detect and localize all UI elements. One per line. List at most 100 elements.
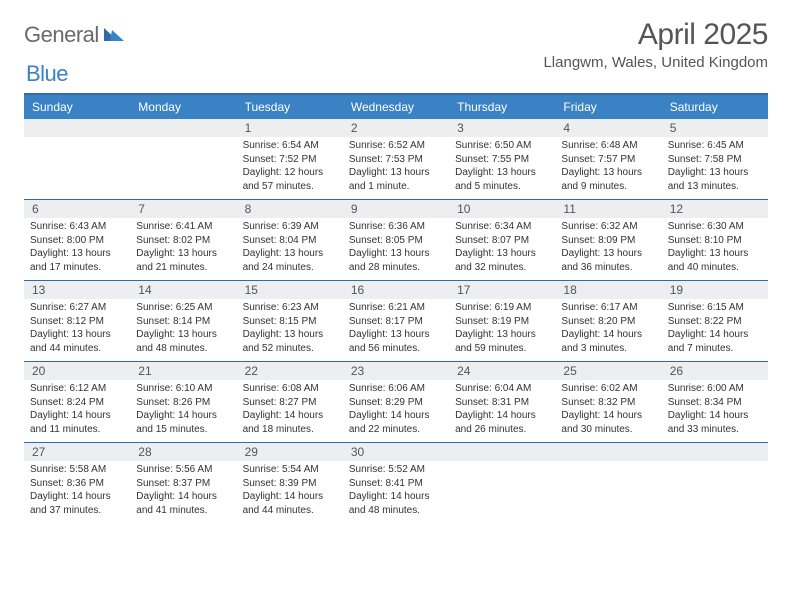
sunset-line: Sunset: 8:15 PM [243,315,337,329]
day-cell: . [130,119,236,199]
sunrise-line: Sunrise: 6:17 AM [561,301,655,315]
day-number-strip: 1 [237,119,343,137]
day-number-strip: 9 [343,200,449,218]
day-number-strip: 12 [662,200,768,218]
day-body: Sunrise: 6:08 AMSunset: 8:27 PMDaylight:… [241,382,339,436]
day-cell: . [24,119,130,199]
daylight-line: Daylight: 14 hours and 33 minutes. [668,409,762,436]
day-number: 11 [563,202,653,216]
day-number: 4 [563,121,653,135]
sunset-line: Sunset: 8:05 PM [349,234,443,248]
day-cell: 24Sunrise: 6:04 AMSunset: 8:31 PMDayligh… [449,362,555,442]
day-body: Sunrise: 6:27 AMSunset: 8:12 PMDaylight:… [28,301,126,355]
day-cell: 10Sunrise: 6:34 AMSunset: 8:07 PMDayligh… [449,200,555,280]
day-number-strip: . [130,119,236,137]
calendar-page: General April 2025 Llangwm, Wales, Unite… [0,0,792,533]
day-cell: . [555,443,661,523]
day-body: Sunrise: 5:56 AMSunset: 8:37 PMDaylight:… [134,463,232,517]
day-number: 9 [351,202,441,216]
daylight-line: Daylight: 14 hours and 22 minutes. [349,409,443,436]
day-number: 29 [245,445,335,459]
day-cell: 2Sunrise: 6:52 AMSunset: 7:53 PMDaylight… [343,119,449,199]
sunrise-line: Sunrise: 6:04 AM [455,382,549,396]
day-number-strip: 30 [343,443,449,461]
sunset-line: Sunset: 8:10 PM [668,234,762,248]
week-row: 20 Sunrise: 6:12 AMSunset: 8:24 PM Dayligh… [24,361,768,442]
day-body: Sunrise: 6:36 AMSunset: 8:05 PMDaylight:… [347,220,445,274]
day-number-strip: 11 [555,200,661,218]
day-body: Sunrise: 6:48 AMSunset: 7:57 PMDaylight:… [559,139,657,193]
sunrise-line: Sunrise: 6:54 AM [243,139,337,153]
day-number-strip: 5 [662,119,768,137]
day-number-strip: 18 [555,281,661,299]
day-cell: 5 Sunrise: 6:45 AMSunset: 7:58 PMDaylight… [662,119,768,199]
day-cell: 6Sunrise: 6:43 AMSunset: 8:00 PMDaylight… [24,200,130,280]
day-number-strip: 14 [130,281,236,299]
day-body: Sunrise: 6:10 AMSunset: 8:26 PMDaylight:… [134,382,232,436]
weekday-header: Wednesday [343,95,449,119]
day-number: 16 [351,283,441,297]
day-body: Sunrise: 6:32 AMSunset: 8:09 PMDaylight:… [559,220,657,274]
day-number-strip: 13 [24,281,130,299]
sunrise-line: Sunrise: 6:02 AM [561,382,655,396]
title-block: April 2025 Llangwm, Wales, United Kingdo… [543,18,768,71]
sunset-line: Sunset: 7:53 PM [349,153,443,167]
day-number-strip: 20 [24,362,130,380]
day-number: 25 [563,364,653,378]
day-number: 7 [138,202,228,216]
sunrise-line: Sunrise: 6:25 AM [136,301,230,315]
day-number-strip: 25 [555,362,661,380]
daylight-line: Daylight: 14 hours and 7 minutes. [668,328,762,355]
sunrise-line: Sunrise: 6:08 AM [243,382,337,396]
sunset-line: Sunset: 8:22 PM [668,315,762,329]
day-cell: 27Sunrise: 5:58 AMSunset: 8:36 PMDayligh… [24,443,130,523]
day-cell: 23Sunrise: 6:06 AMSunset: 8:29 PMDayligh… [343,362,449,442]
day-number: 15 [245,283,335,297]
sunset-line: Sunset: 8:19 PM [455,315,549,329]
daylight-line: Daylight: 13 hours and 17 minutes. [30,247,124,274]
daylight-line: Daylight: 14 hours and 41 minutes. [136,490,230,517]
day-number-strip: 19 [662,281,768,299]
day-body: Sunrise: 6:15 AMSunset: 8:22 PMDaylight:… [666,301,764,355]
day-number-strip: 17 [449,281,555,299]
day-number-strip: 28 [130,443,236,461]
day-cell: 1Sunrise: 6:54 AMSunset: 7:52 PMDaylight… [237,119,343,199]
sunrise-line: Sunrise: 5:58 AM [30,463,124,477]
day-cell: 22 Sunrise: 6:08 AMSunset: 8:27 PMDayligh… [237,362,343,442]
sunset-line: Sunset: 8:24 PM [30,396,124,410]
daylight-line: Daylight: 13 hours and 56 minutes. [349,328,443,355]
daylight-line: Daylight: 13 hours and 9 minutes. [561,166,655,193]
day-body: Sunrise: 6:43 AMSunset: 8:00 PMDaylight:… [28,220,126,274]
day-number: 3 [457,121,547,135]
sunrise-line: Sunrise: 5:56 AM [136,463,230,477]
day-cell: 19 Sunrise: 6:15 AMSunset: 8:22 PMDayligh… [662,281,768,361]
sunrise-line: Sunrise: 6:34 AM [455,220,549,234]
sunrise-line: Sunrise: 6:12 AM [30,382,124,396]
day-body: Sunrise: 6:45 AMSunset: 7:58 PMDaylight:… [666,139,764,193]
daylight-line: Daylight: 14 hours and 37 minutes. [30,490,124,517]
day-body: Sunrise: 5:54 AMSunset: 8:39 PMDaylight:… [241,463,339,517]
sunrise-line: Sunrise: 5:54 AM [243,463,337,477]
sunrise-line: Sunrise: 6:43 AM [30,220,124,234]
day-body: Sunrise: 6:25 AMSunset: 8:14 PMDaylight:… [134,301,232,355]
day-number-strip: 21 [130,362,236,380]
day-body: Sunrise: 5:58 AMSunset: 8:36 PMDaylight:… [28,463,126,517]
day-body: Sunrise: 6:23 AMSunset: 8:15 PMDaylight:… [241,301,339,355]
sunset-line: Sunset: 8:27 PM [243,396,337,410]
sunset-line: Sunset: 8:00 PM [30,234,124,248]
day-body: Sunrise: 5:52 AMSunset: 8:41 PMDaylight:… [347,463,445,517]
day-cell: . [449,443,555,523]
sunrise-line: Sunrise: 6:41 AM [136,220,230,234]
sunset-line: Sunset: 8:31 PM [455,396,549,410]
sunrise-line: Sunrise: 6:30 AM [668,220,762,234]
sunset-line: Sunset: 7:52 PM [243,153,337,167]
day-number-strip: 4 [555,119,661,137]
day-cell: 9 Sunrise: 6:36 AMSunset: 8:05 PMDaylight… [343,200,449,280]
day-cell: 15 Sunrise: 6:23 AMSunset: 8:15 PMDayligh… [237,281,343,361]
day-number: 26 [670,364,760,378]
sunrise-line: Sunrise: 6:39 AM [243,220,337,234]
sunset-line: Sunset: 8:37 PM [136,477,230,491]
day-number: 22 [245,364,335,378]
sunrise-line: Sunrise: 6:23 AM [243,301,337,315]
day-body: Sunrise: 6:34 AMSunset: 8:07 PMDaylight:… [453,220,551,274]
